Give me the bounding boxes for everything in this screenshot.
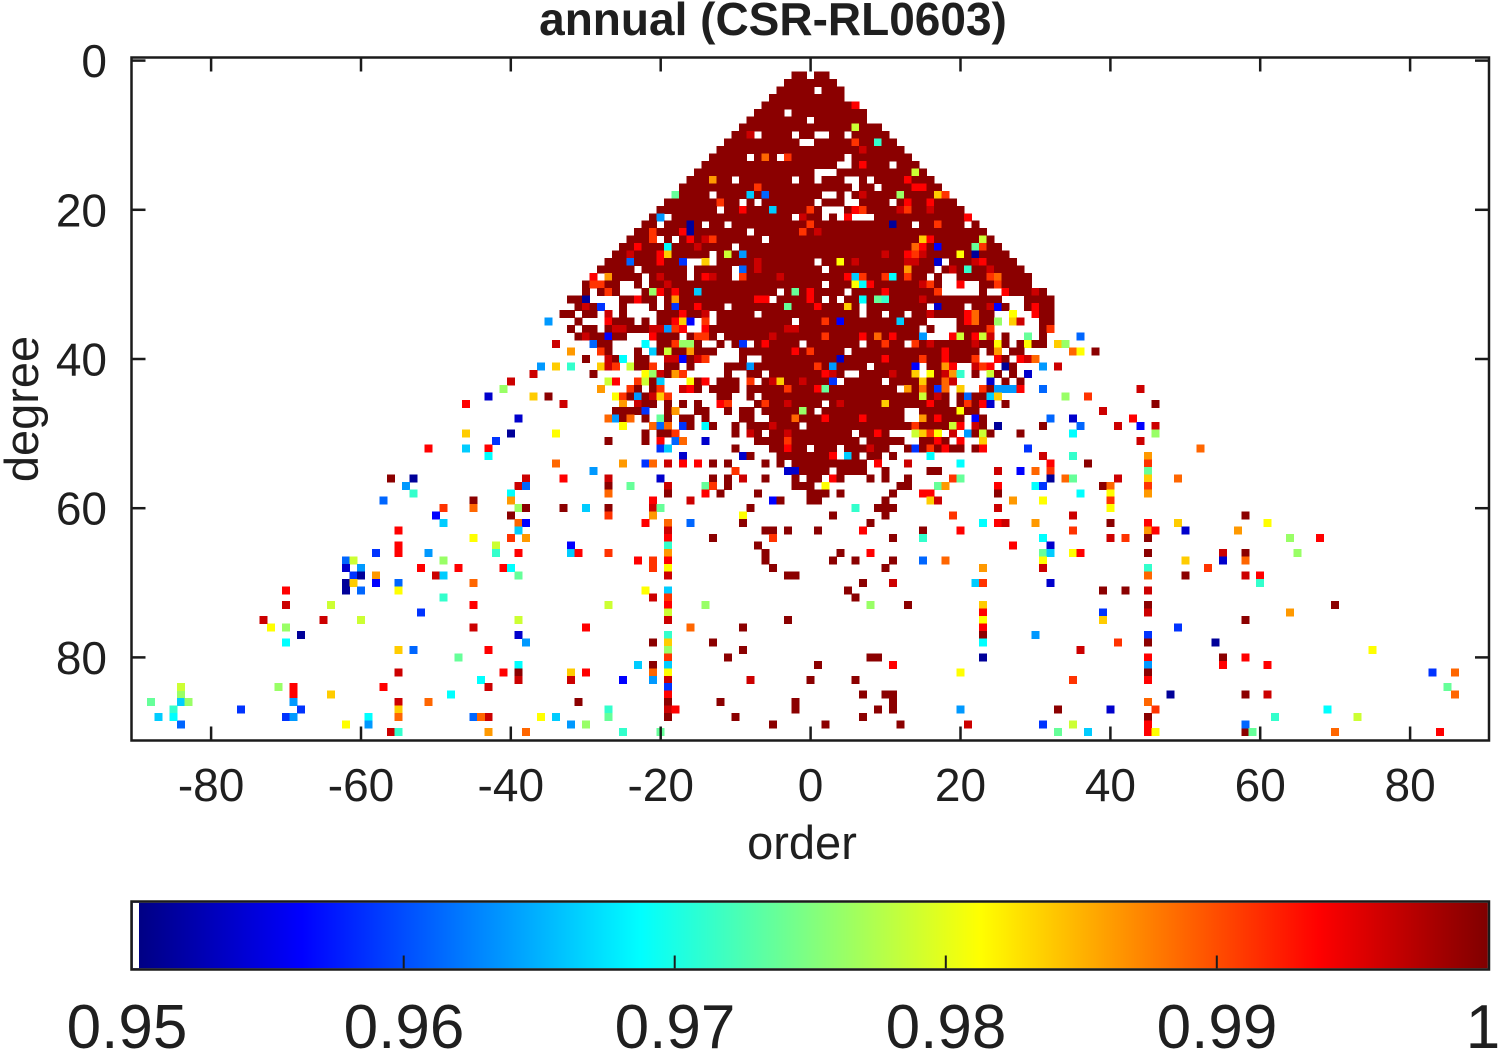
svg-text:60: 60 [56, 483, 107, 535]
svg-text:80: 80 [56, 632, 107, 684]
svg-text:40: 40 [56, 334, 107, 386]
svg-text:20: 20 [56, 184, 107, 236]
svg-text:40: 40 [1085, 759, 1136, 811]
svg-text:60: 60 [1235, 759, 1286, 811]
svg-text:-40: -40 [478, 759, 544, 811]
svg-text:0.99: 0.99 [1157, 993, 1278, 1050]
svg-text:0.98: 0.98 [886, 993, 1007, 1050]
svg-text:80: 80 [1385, 759, 1436, 811]
svg-text:1: 1 [1466, 993, 1500, 1050]
svg-text:20: 20 [935, 759, 986, 811]
svg-text:0: 0 [81, 35, 107, 87]
svg-text:-80: -80 [178, 759, 244, 811]
svg-text:0.95: 0.95 [67, 993, 188, 1050]
svg-text:order: order [747, 816, 857, 869]
svg-text:0: 0 [798, 759, 824, 811]
svg-text:0.97: 0.97 [615, 993, 736, 1050]
svg-text:annual (CSR-RL0603): annual (CSR-RL0603) [539, 0, 1007, 45]
svg-text:degree: degree [0, 336, 48, 482]
svg-text:0.96: 0.96 [344, 993, 465, 1050]
svg-text:-60: -60 [328, 759, 394, 811]
svg-text:-20: -20 [627, 759, 693, 811]
